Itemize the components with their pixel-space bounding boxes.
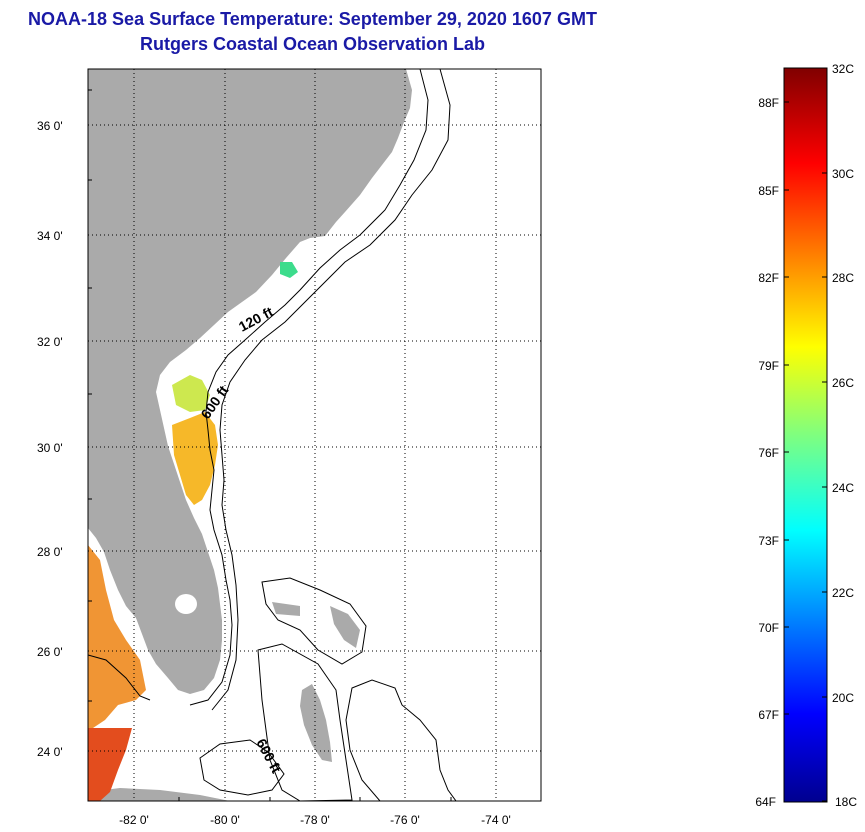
- bathymetry-contour-bahamas: [257, 643, 353, 801]
- bathymetry-contour-120ft: [189, 69, 429, 706]
- colorbar-label-fahrenheit: 82F: [758, 271, 779, 285]
- colorbar: [783, 67, 828, 803]
- colorbar-label-fahrenheit: 88F: [758, 96, 779, 110]
- latitude-label: 30 0': [37, 441, 63, 455]
- sst-swath-keys: [88, 728, 132, 801]
- latitude-label: 34 0': [37, 229, 63, 243]
- longitude-label: -76 0': [390, 813, 420, 827]
- bathymetry-contour-cuba: [199, 739, 285, 796]
- bathymetry-contour-bahamas: [261, 577, 367, 665]
- colorbar-label-fahrenheit: 73F: [758, 534, 779, 548]
- latitude-label: 26 0': [37, 645, 63, 659]
- bathymetry-contour-bahamas: [345, 679, 457, 801]
- sst-swath-northeast-florida: [172, 412, 218, 505]
- sst-patch-carolina: [280, 262, 298, 278]
- colorbar-label-fahrenheit: 67F: [758, 708, 779, 722]
- map-subtitle: Rutgers Coastal Ocean Observation Lab: [139, 34, 486, 54]
- latitude-label: 28 0': [37, 545, 63, 559]
- latitude-label: 24 0': [37, 745, 63, 759]
- cuba-land: [88, 788, 230, 801]
- colorbar-label-celsius: 24C: [832, 481, 854, 495]
- us-land: [88, 69, 412, 694]
- colorbar-ticks: [784, 67, 827, 802]
- lake-okeechobee: [175, 594, 197, 614]
- bathymetry-contour-florida-shelf: [88, 654, 151, 701]
- bahamas-island: [330, 606, 360, 648]
- latitude-label: 32 0': [37, 335, 63, 349]
- colorbar-label-celsius: 28C: [832, 271, 854, 285]
- colorbar-label-celsius: 30C: [832, 167, 854, 181]
- bahamas-island: [272, 602, 300, 616]
- latitude-label: 36 0': [37, 119, 63, 133]
- colorbar-label-celsius: 22C: [832, 586, 854, 600]
- colorbar-label-fahrenheit: 70F: [758, 621, 779, 635]
- colorbar-label-celsius: 18C: [835, 795, 857, 809]
- colorbar-label-fahrenheit: 64F: [755, 795, 776, 809]
- longitude-label: -80 0': [210, 813, 240, 827]
- colorbar-label-celsius: 20C: [832, 691, 854, 705]
- colorbar-label-fahrenheit: 76F: [758, 446, 779, 460]
- bathymetry-contour-600ft: [211, 69, 451, 711]
- sst-swath-georgia-coast: [172, 375, 210, 412]
- tick-marks: [88, 89, 452, 801]
- colorbar-label-celsius: 26C: [832, 376, 854, 390]
- longitude-label: -74 0': [481, 813, 511, 827]
- colorbar-label-celsius: 32C: [832, 62, 854, 76]
- colorbar-label-fahrenheit: 79F: [758, 359, 779, 373]
- colorbar-label-fahrenheit: 85F: [758, 184, 779, 198]
- bahamas-island: [300, 684, 332, 762]
- sst-swath-gulf: [88, 545, 146, 730]
- longitude-label: -82 0': [119, 813, 149, 827]
- map-title: NOAA-18 Sea Surface Temperature: Septemb…: [28, 9, 597, 29]
- longitude-label: -78 0': [300, 813, 330, 827]
